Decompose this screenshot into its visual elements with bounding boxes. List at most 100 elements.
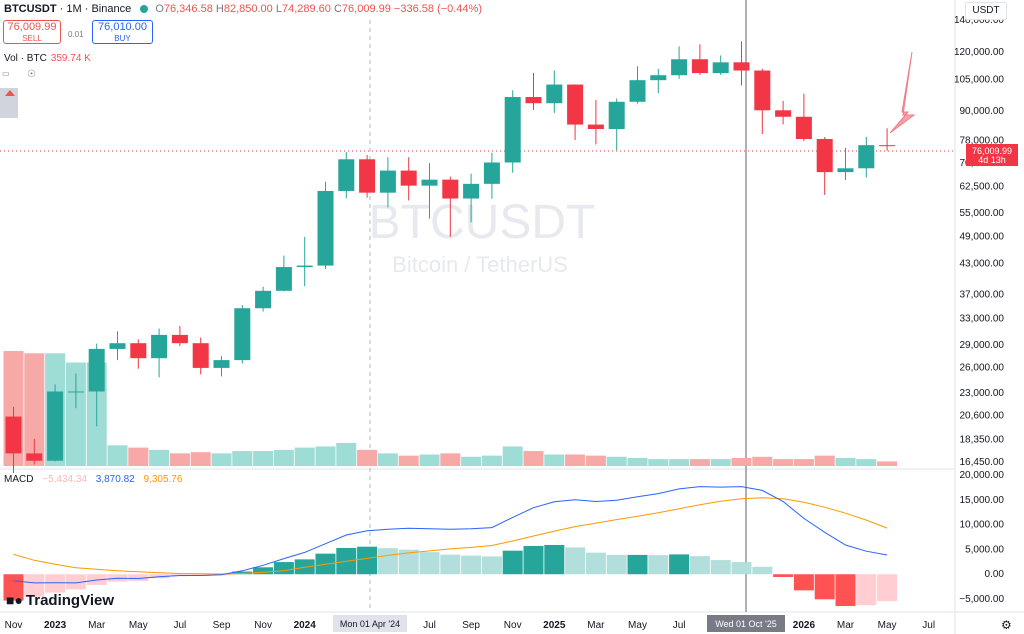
price-tick-label: 140,000.00 xyxy=(954,15,1004,26)
macd-histogram-bar xyxy=(440,554,461,575)
collapse-panel-button[interactable] xyxy=(0,88,18,118)
volume-value: 359.74 K xyxy=(50,53,91,64)
sell-price: 76,009.99 xyxy=(7,21,57,33)
macd-tick-label: 10,000.00 xyxy=(960,520,1005,531)
high-value: 82,850.00 xyxy=(223,3,273,15)
macd-tick-label: 20,000.00 xyxy=(960,470,1005,481)
tradingview-logo[interactable]: ■● TradingView xyxy=(6,592,114,609)
macd-histogram-bar xyxy=(24,574,45,597)
watermark-symbol: BTCUSDT xyxy=(369,196,596,249)
volume-legend[interactable]: Vol · BTC 359.74 K xyxy=(4,53,91,64)
settings-gear-icon[interactable]: ⚙ xyxy=(1001,618,1012,632)
macd-histogram-value: −5,434.34 xyxy=(42,474,87,485)
header-sep-2: · xyxy=(84,3,89,15)
macd-label: MACD xyxy=(4,474,34,485)
price-tick-label: 78,000.00 xyxy=(960,136,1005,147)
buy-button[interactable]: 76,010.00 BUY xyxy=(92,20,153,44)
volume-bar xyxy=(419,454,440,466)
buy-label: BUY xyxy=(114,34,131,43)
eye-icon[interactable]: ☉ xyxy=(27,69,36,80)
currency-selector[interactable]: USDT xyxy=(965,2,1007,20)
candle-body xyxy=(151,334,168,359)
close-label: C xyxy=(333,3,342,15)
price-tick-label: 23,000.00 xyxy=(960,388,1005,399)
price-tick-label: 62,500.00 xyxy=(960,181,1005,192)
low-label: L xyxy=(275,3,282,15)
macd-histogram-bar xyxy=(835,574,856,607)
symbol-name[interactable]: BTCUSDT xyxy=(4,3,57,15)
time-axis[interactable]: Nov 2023 Mar May Jul Sep Nov 2024 Jul Sep Nov 2025 M… xyxy=(5,620,935,631)
volume-bar xyxy=(627,457,648,466)
macd-histogram-bar xyxy=(357,546,378,575)
candle-body xyxy=(442,179,459,199)
candle-body xyxy=(463,183,480,199)
macd-histogram-bar xyxy=(731,562,752,575)
volume-bar xyxy=(731,457,752,466)
macd-histogram-bar xyxy=(585,552,606,575)
candle-body xyxy=(879,145,896,147)
time-tick-label: Jul xyxy=(423,620,436,631)
candle-body xyxy=(255,290,272,309)
candlesticks xyxy=(5,41,896,473)
time-tick-label: May xyxy=(628,620,647,631)
sell-button[interactable]: 76,009.99 SELL xyxy=(3,20,61,44)
candle-body xyxy=(359,159,376,193)
crosshair-time-tag: Mon 01 Apr '24 xyxy=(333,615,407,632)
candle-body xyxy=(546,84,563,104)
candle-body xyxy=(5,416,22,454)
last-price-value: 76,009.99 xyxy=(972,146,1012,156)
volume-bar xyxy=(481,455,502,466)
candle-body xyxy=(317,190,334,266)
macd-histogram-bar xyxy=(45,574,66,593)
price-axis[interactable]: 140,000.00 120,000.00 105,000.00 90,000.00 7… xyxy=(954,15,1005,605)
candle-body xyxy=(671,59,688,76)
volume-bars xyxy=(3,351,898,466)
volume-bar xyxy=(814,455,835,466)
macd-histogram-bar xyxy=(65,574,86,590)
macd-legend[interactable]: MACD −5,434.34 3,870.82 9,305.76 xyxy=(4,474,182,485)
caret-up-icon xyxy=(5,90,15,96)
last-price-countdown: 4d 13h xyxy=(978,155,1006,165)
macd-histogram-bar xyxy=(128,574,149,581)
time-tick-label: May xyxy=(129,620,148,631)
volume-bar xyxy=(377,453,398,466)
svg-text:Mon 01 Apr '24: Mon 01 Apr '24 xyxy=(340,619,400,629)
change-value: −336.58 (−0.44%) xyxy=(393,3,482,15)
candle-body xyxy=(525,97,542,104)
price-tick-label: 26,000.00 xyxy=(960,363,1005,374)
macd-histogram-bar xyxy=(752,566,773,575)
open-label: O xyxy=(155,3,164,15)
price-tick-label: 33,000.00 xyxy=(960,313,1005,324)
interval[interactable]: 1M xyxy=(66,3,82,15)
volume-bar xyxy=(169,453,190,466)
price-tick-label: 18,350.00 xyxy=(960,434,1005,445)
macd-histogram-bar xyxy=(232,571,253,575)
candle-body xyxy=(650,75,667,81)
time-tick-label: Sep xyxy=(462,620,480,631)
candle-body xyxy=(733,62,750,71)
time-tick-label: Jul xyxy=(673,620,686,631)
time-tick-label: 2026 xyxy=(793,620,816,631)
macd-tick-label: 0.00 xyxy=(985,569,1005,580)
time-tick-label: May xyxy=(878,620,897,631)
volume-bar xyxy=(107,445,128,466)
annotation-arrow[interactable] xyxy=(889,51,916,134)
volume-bar xyxy=(149,449,170,466)
candle-body xyxy=(192,343,209,368)
candle-body xyxy=(67,391,84,393)
macd-histogram-bar xyxy=(627,554,648,575)
macd-histogram-bar xyxy=(793,574,814,591)
high-label: H xyxy=(215,3,224,15)
macd-histogram-bar xyxy=(689,556,710,575)
candle-body xyxy=(26,453,43,461)
price-tick-label: 37,000.00 xyxy=(960,290,1005,301)
source-pill-icon[interactable]: ▭ xyxy=(2,69,10,78)
time-tick-label: Nov xyxy=(254,620,272,631)
time-tick-label: Nov xyxy=(5,620,23,631)
volume-bar xyxy=(606,456,627,466)
time-tick-label: Jul xyxy=(174,620,187,631)
macd-signal-line xyxy=(13,497,888,575)
time-tick-label: 2024 xyxy=(294,620,317,631)
volume-bar xyxy=(232,451,253,466)
